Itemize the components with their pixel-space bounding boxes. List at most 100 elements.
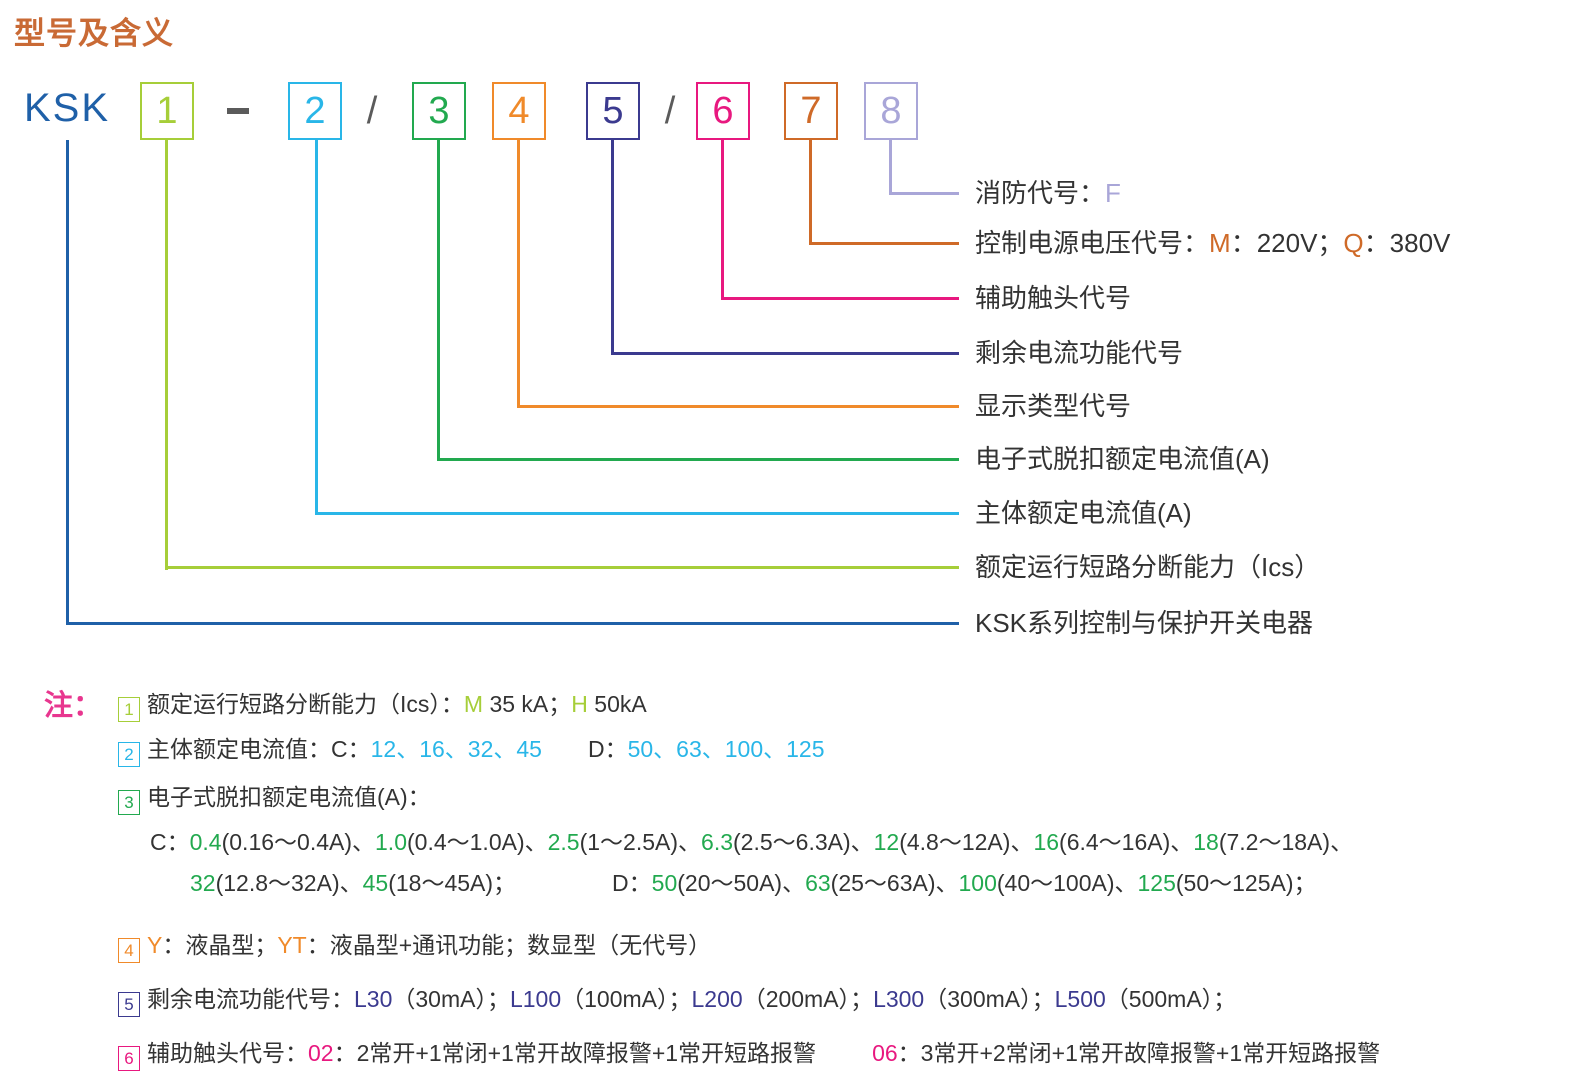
connector-arm-1 [165,566,959,569]
connector-arm-2 [315,512,959,515]
connector-lines [66,140,959,625]
note5-text-pre: 剩余电流功能代号： [147,986,354,1012]
note3-d-v2: 100 [958,870,997,896]
code-box-1[interactable]: 1 [140,82,194,140]
note3-c-v5: 16 [1033,829,1060,855]
code-box-3[interactable]: 3 [412,82,466,140]
note3-d-r2: (40～100A) [996,870,1115,896]
connector-arm-7 [809,242,959,245]
code-box-2[interactable]: 2 [288,82,342,140]
connector-arm-3 [437,458,959,461]
notes-label: 注： [44,690,103,722]
leader-label-aux-contact: 辅助触头代号 [975,283,1132,313]
note1-code-h: H [571,691,588,717]
note5-code-l200: L200 [691,986,743,1012]
note3-line-c2-d: 32(12.8～32A)、45(18～45A)； D：50(20～50A)、63(… [190,870,1317,896]
note3-c-r6: (7.2～18A) [1218,829,1331,855]
note5-val-l100: （100mA） [561,986,669,1012]
note3-c-r5: (6.4～16A) [1059,829,1171,855]
connector-stem-5 [611,140,614,355]
note1-text-mid: 35 kA； [483,691,572,717]
note-row-3: 3 电子式脱扣额定电流值(A)： [118,778,431,815]
connector-stem-8 [889,140,892,195]
note4-text-post: ：液晶型+通讯功能；数显型（无代号） [306,932,712,958]
note5-sep-2: ； [850,986,874,1012]
note3-c-v4: 12 [873,829,900,855]
note5-val-l300: （300mA） [924,986,1032,1012]
note3-c-v2: 2.5 [547,829,580,855]
note5-val-l500: （500mA） [1105,986,1214,1012]
page-title: 型号及含义 [14,16,174,51]
note-badge-1: 1 [118,697,140,722]
note2-values-c: 12、16、32、45 [370,736,542,762]
note2-text-mid: D： [587,736,628,762]
leader-label-residual-current: 剩余电流功能代号 [975,338,1184,368]
note3-c-v0: 0.4 [189,829,222,855]
separator-dash [227,108,249,114]
note-row-2: 2 主体额定电流值：C：12、16、32、45 D：50、63、100、125 [118,730,825,767]
code-box-6[interactable]: 6 [696,82,750,140]
leader-label-fire-code: 消防代号：F [975,180,1121,206]
connector-stem-root [66,140,69,625]
note3-c-r4: (4.8～12A) [899,829,1011,855]
separator-slash-2: / [664,90,676,132]
note3-d-trailing: ； [1293,870,1317,896]
note1-text-pre: 额定运行短路分断能力（Ics）： [147,691,464,717]
leader-text-voltage-pre: 控制电源电压代号： [975,228,1210,258]
note3-c-r0: (0.16～0.4A) [221,829,353,855]
note-badge-6: 6 [118,1046,140,1071]
note3-c-r3: (2.5～6.3A) [733,829,851,855]
note4-text-mid: ：液晶型； [162,932,278,958]
leader-text-voltage-post: ：380V [1363,228,1451,258]
note3-c2-r1: (18～45A) [388,870,494,896]
code-box-8[interactable]: 8 [864,82,918,140]
note5-code-l30: L30 [354,986,393,1012]
model-prefix-ksk: KSK [24,86,111,130]
connector-stem-7 [809,140,812,245]
code-box-4[interactable]: 4 [492,82,546,140]
note6-desc-06: ：3常开+2常闭+1常开故障报警+1常开短路报警 [897,1040,1381,1066]
note6-desc-02: ：2常开+1常闭+1常开故障报警+1常开短路报警 [333,1040,817,1066]
code-box-5[interactable]: 5 [586,82,640,140]
note4-code-y: Y [147,932,163,958]
note3-d-v1: 63 [805,870,831,896]
code-box-7[interactable]: 7 [784,82,838,140]
connector-arm-root [66,622,959,625]
note3-d-v0: 50 [651,870,678,896]
note3-c2-v0: 32 [190,870,216,896]
leader-label-control-voltage: 控制电源电压代号：M：220V；Q：380V [975,230,1450,256]
note5-code-l500: L500 [1054,986,1106,1012]
note4-code-yt: YT [277,932,307,958]
leader-text-fire-code: F [1105,178,1121,208]
note5-sep-4: ； [1213,986,1237,1012]
note5-sep-0: ； [486,986,510,1012]
model-code-row: KSK 1 2 / 3 4 5 / 6 7 8 [0,0,1580,150]
note6-code-06: 06 [872,1040,898,1066]
note3-c-v3: 6.3 [701,829,734,855]
note6-code-02: 02 [308,1040,334,1066]
leader-label-ksk-series: KSK系列控制与保护开关电器 [975,608,1314,638]
note1-text-post: 50kA [587,691,647,717]
note5-val-l30: （30mA） [392,986,487,1012]
leader-text-fire-pre: 消防代号： [975,178,1106,208]
note3-c-r1: (0.4～1.0A) [407,829,525,855]
note-badge-4: 4 [118,938,140,963]
note3-d-r1: (25～63A) [830,870,936,896]
connector-stem-1 [165,140,168,570]
note-badge-3: 3 [118,790,140,815]
connector-stem-4 [517,140,520,408]
note5-code-l100: L100 [509,986,562,1012]
note2-text-pre: 主体额定电流值：C： [147,736,371,762]
connector-arm-6 [721,297,959,300]
note3-d-prefix: D： [612,870,652,896]
note3-d-r0: (20～50A) [677,870,783,896]
note-row-5: 5 剩余电流功能代号：L30（30mA）；L100（100mA）；L200（200… [118,980,1236,1017]
leader-label-display-type: 显示类型代号 [975,391,1132,421]
connector-stem-2 [315,140,318,515]
note3-c-prefix: C： [150,829,190,855]
note-row-6: 6 辅助触头代号：02：2常开+1常闭+1常开故障报警+1常开短路报警 06：3常开… [118,1034,1380,1071]
leader-label-ics: 额定运行短路分断能力（Ics） [975,552,1321,582]
note3-title: 电子式脱扣额定电流值(A)： [147,784,431,810]
note3-c-v6: 18 [1193,829,1219,855]
note3-c-r2: (1～2.5A) [579,829,679,855]
